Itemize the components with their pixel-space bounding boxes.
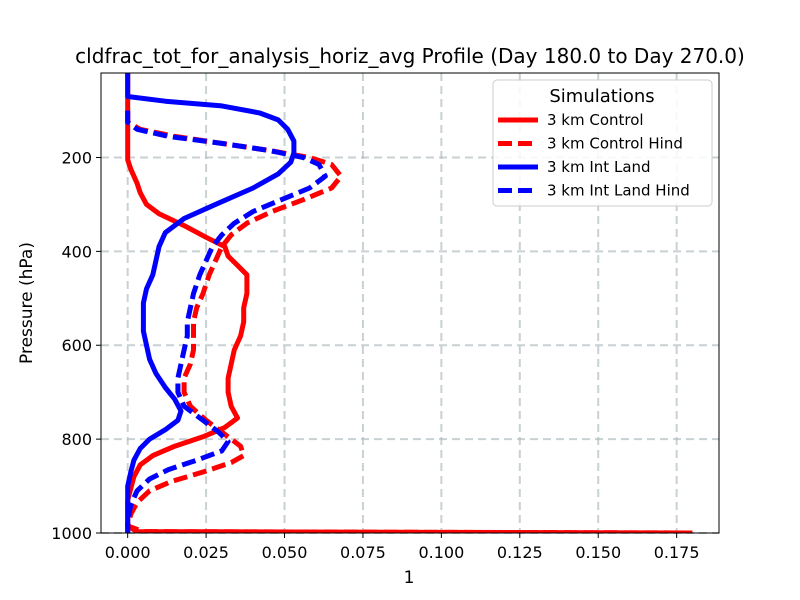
plot-area: 0.000 0.025 0.050 0.075 0.100 0.125 0.150 0.175… xyxy=(51,72,720,562)
legend-title: Simulations xyxy=(549,86,654,107)
y-tick-label: 800 xyxy=(61,430,92,449)
x-tick-label: 0.100 xyxy=(418,543,464,562)
legend: Simulations 3 km Control 3 km Control Hin… xyxy=(492,79,713,207)
legend-label: 3 km Int Land Hind xyxy=(547,182,690,200)
legend-label: 3 km Control xyxy=(547,111,644,129)
legend-label: 3 km Control Hind xyxy=(547,135,683,153)
axes-frame xyxy=(100,72,720,534)
chart-title: cldfrac_tot_for_analysis_horiz_avg Profi… xyxy=(75,44,745,68)
x-tick-label: 0.175 xyxy=(654,543,700,562)
series-line-3 xyxy=(125,73,297,533)
x-tick-label: 0.050 xyxy=(262,543,308,562)
y-axis-ticks: 200 400 600 800 1000 xyxy=(51,148,101,543)
x-axis-ticks: 0.000 0.025 0.050 0.075 0.100 0.125 0.150 0.175 xyxy=(105,533,700,562)
legend-entries: 3 km Control 3 km Control Hind 3 km Int La… xyxy=(498,111,690,200)
x-tick-label: 0.150 xyxy=(575,543,621,562)
y-axis-label: Pressure (hPa) xyxy=(17,242,37,364)
y-tick-label: 400 xyxy=(61,242,92,261)
x-tick-label: 0.125 xyxy=(497,543,543,562)
x-axis-label: 1 xyxy=(404,568,415,588)
legend-box xyxy=(492,79,713,207)
x-tick-label: 0.075 xyxy=(340,543,386,562)
x-tick-label: 0.025 xyxy=(183,543,229,562)
series-lines xyxy=(125,73,693,533)
y-tick-label: 600 xyxy=(61,336,92,355)
series-line-2 xyxy=(125,110,693,533)
series-line-1 xyxy=(125,73,693,533)
y-tick-label: 200 xyxy=(61,148,92,167)
x-tick-label: 0.000 xyxy=(105,543,151,562)
legend-label: 3 km Int Land xyxy=(547,158,651,176)
series-line-4 xyxy=(125,110,328,533)
y-tick-label: 1000 xyxy=(51,524,92,543)
